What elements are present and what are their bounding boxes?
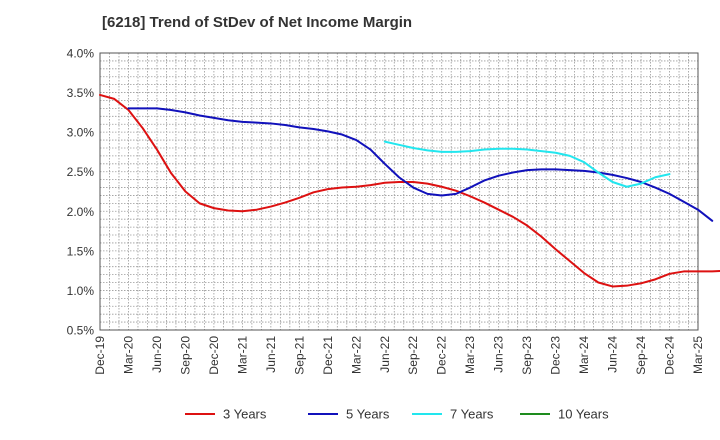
x-tick-label: Sep-23	[520, 336, 534, 375]
plot-area	[100, 53, 698, 330]
y-tick-labels: 0.5% 1.0% 1.5% 2.0% 2.5% 3.0% 3.5% 4.0%	[67, 47, 95, 338]
chart-title: [6218] Trend of StDev of Net Income Marg…	[102, 14, 413, 31]
series-lines	[99, 93, 720, 288]
y-tick-label: 1.0%	[67, 284, 95, 298]
y-tick-label: 2.0%	[67, 205, 95, 219]
x-tick-label: Jun-23	[492, 336, 506, 373]
legend: 3 Years 5 Years 7 Years 10 Years	[185, 407, 609, 422]
y-tick-label: 2.5%	[67, 165, 95, 179]
series-line-7-years	[383, 140, 671, 188]
legend-label: 10 Years	[558, 407, 609, 422]
x-tick-label: Sep-21	[292, 336, 306, 375]
legend-label: 5 Years	[346, 407, 390, 422]
x-tick-label: Jun-20	[150, 336, 164, 373]
x-tick-label: Dec-24	[663, 336, 677, 375]
x-tick-label: Jun-22	[378, 336, 392, 373]
x-tick-label: Mar-23	[463, 336, 477, 374]
x-tick-labels: Dec-19 Mar-20 Jun-20 Sep-20 Dec-20 Mar-21 Jun-…	[93, 336, 705, 375]
y-tick-label: 0.5%	[67, 324, 95, 338]
x-tick-label: Mar-24	[577, 336, 591, 374]
y-tick-label: 1.5%	[67, 244, 95, 258]
x-tick-label: Sep-22	[406, 336, 420, 375]
x-tick-label: Dec-19	[93, 336, 107, 375]
x-tick-label: Mar-22	[349, 336, 363, 374]
x-tick-label: Jun-24	[606, 336, 620, 373]
series-line-3-years	[99, 93, 720, 288]
x-tick-label: Mar-20	[121, 336, 135, 374]
series-line-5-years	[127, 107, 714, 222]
y-tick-label: 3.0%	[67, 126, 95, 140]
x-tick-label: Sep-24	[634, 336, 648, 375]
legend-label: 3 Years	[223, 407, 267, 422]
x-tick-label: Mar-25	[691, 336, 705, 374]
x-tick-label: Dec-22	[435, 336, 449, 375]
x-tick-label: Mar-21	[235, 336, 249, 374]
x-tick-label: Dec-23	[549, 336, 563, 375]
x-tick-label: Dec-20	[207, 336, 221, 375]
x-tick-label: Jun-21	[264, 336, 278, 373]
plot-border	[99, 52, 699, 331]
y-tick-label: 4.0%	[67, 47, 95, 61]
legend-label: 7 Years	[450, 407, 494, 422]
x-tick-label: Sep-20	[178, 336, 192, 375]
y-tick-label: 3.5%	[67, 86, 95, 100]
x-tick-label: Dec-21	[321, 336, 335, 375]
